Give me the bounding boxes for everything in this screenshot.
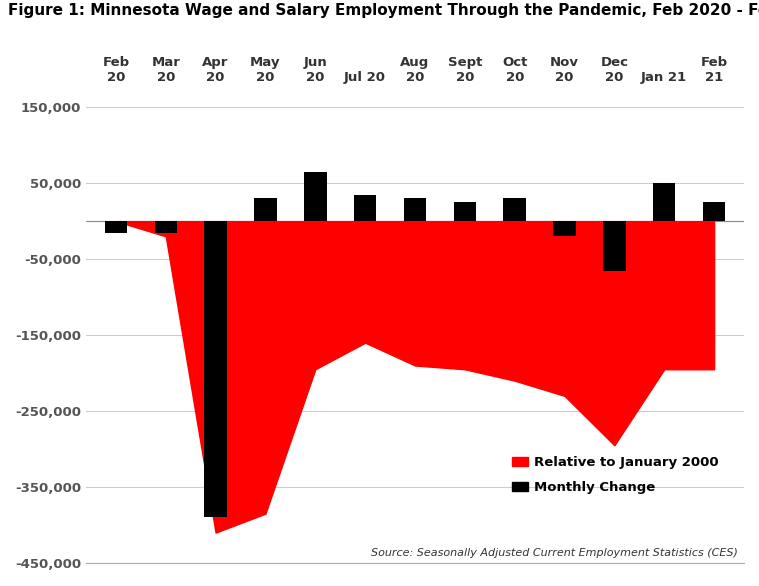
Bar	[204, 221, 227, 517]
Bar	[354, 195, 376, 221]
Bar	[254, 198, 277, 221]
Bar	[503, 198, 526, 221]
Bar	[105, 221, 127, 233]
Bar	[703, 202, 726, 221]
Legend: Relative to January 2000, Monthly Change: Relative to January 2000, Monthly Change	[506, 451, 724, 499]
Bar	[454, 202, 476, 221]
Text: Figure 1: Minnesota Wage and Salary Employment Through the Pandemic, Feb 2020 - : Figure 1: Minnesota Wage and Salary Empl…	[8, 3, 759, 18]
Bar	[304, 172, 326, 221]
Bar	[553, 221, 576, 236]
Bar	[155, 221, 177, 233]
Text: Source: Seasonally Adjusted Current Employment Statistics (CES): Source: Seasonally Adjusted Current Empl…	[370, 548, 738, 558]
Bar	[653, 183, 676, 221]
Bar	[603, 221, 625, 271]
Bar	[404, 198, 427, 221]
